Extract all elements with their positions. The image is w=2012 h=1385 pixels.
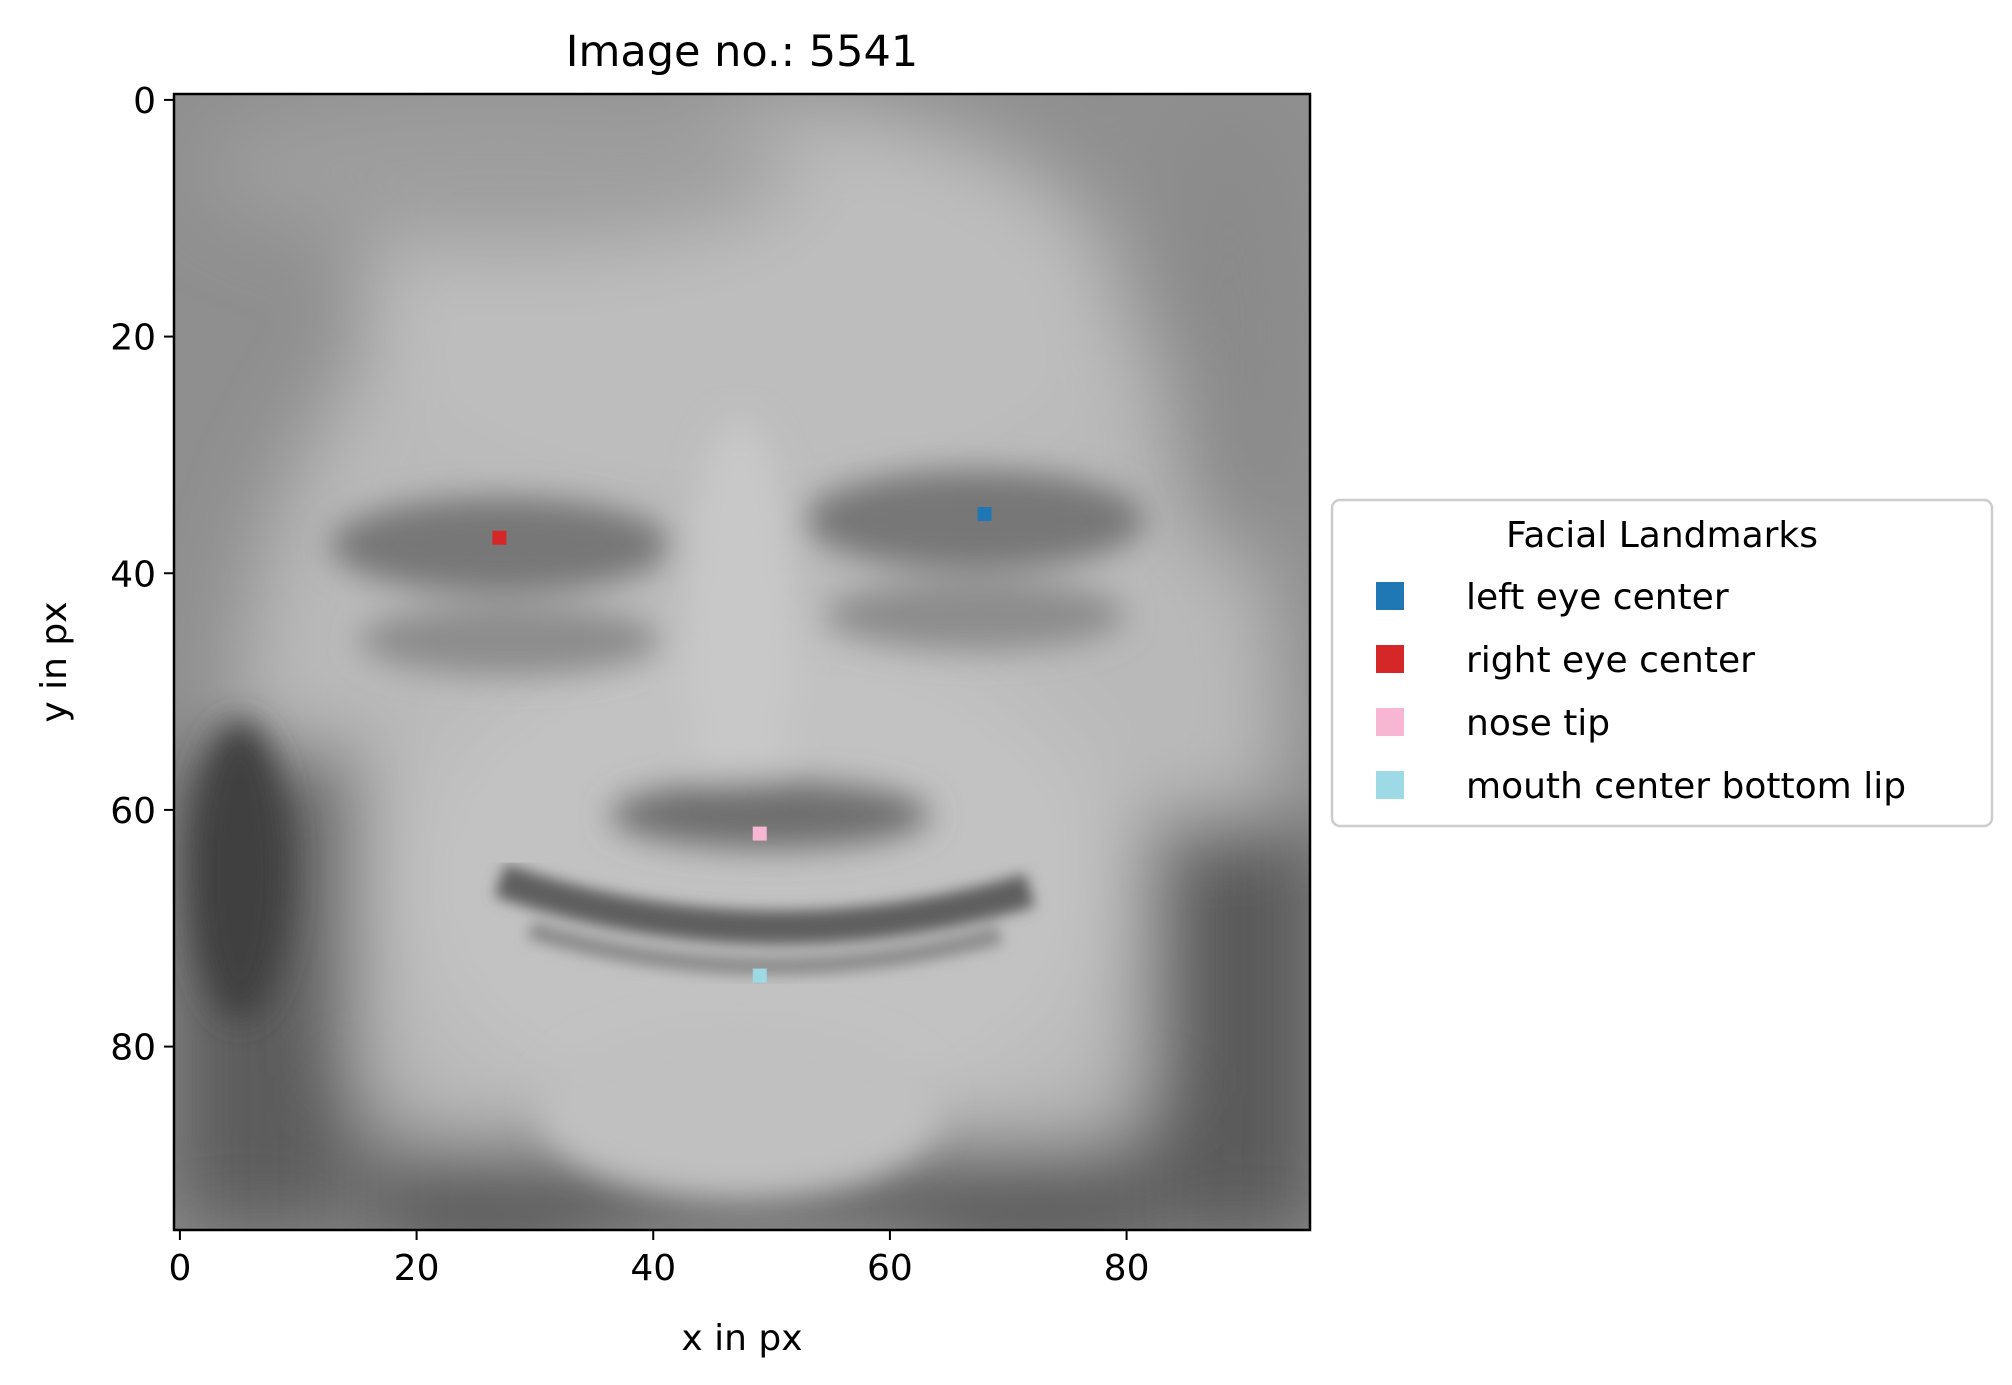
legend-swatch [1376,708,1404,736]
chart-title: Image no.: 5541 [566,27,918,77]
y-tick-label: 20 [110,318,156,359]
x-tick-label: 80 [1104,1248,1150,1289]
legend-items: left eye center right eye center nose tip m… [1376,577,1906,807]
y-tick-label: 80 [110,1028,156,1069]
y-tick-label: 0 [133,81,156,122]
legend-label: left eye center [1466,577,1729,618]
x-tick-label: 0 [168,1248,191,1289]
x-tick-label: 20 [394,1248,440,1289]
legend-label: mouth center bottom lip [1466,766,1906,807]
y-tick-label: 40 [110,554,156,595]
y-axis-ticks: 0 20 40 60 80 [110,81,174,1069]
legend-swatch [1376,645,1404,673]
x-axis-ticks: 0 20 40 60 80 [168,1230,1149,1289]
landmark-point [752,968,767,983]
x-tick-label: 40 [630,1248,676,1289]
plot-frame [172,92,1312,1232]
landmark-point [492,530,507,545]
landmark-point [977,507,992,522]
x-tick-label: 60 [867,1248,913,1289]
x-axis-label: x in px [681,1318,802,1359]
legend-label: nose tip [1466,703,1610,744]
landmark-points [492,507,992,983]
legend: Facial Landmarks left eye center right ey… [1330,498,1994,828]
y-tick-label: 60 [110,791,156,832]
legend-label: right eye center [1466,640,1755,681]
landmark-point [752,826,767,841]
legend-title: Facial Landmarks [1506,515,1818,556]
y-axis-label: y in px [34,601,75,722]
face-photo [174,94,1310,1230]
legend-swatch [1376,771,1404,799]
legend-swatch [1376,582,1404,610]
legend-frame [1330,498,1994,828]
